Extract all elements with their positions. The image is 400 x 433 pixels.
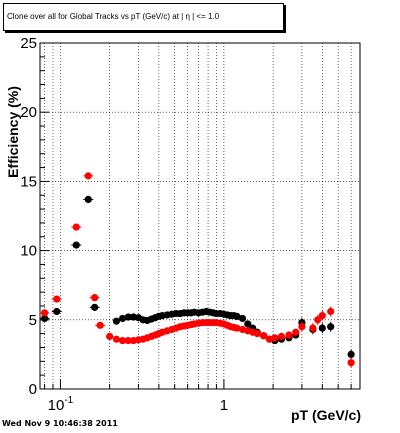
data-point: [233, 324, 241, 332]
data-point: [265, 335, 274, 343]
marker: [106, 332, 114, 341]
marker: [285, 331, 293, 339]
marker: [318, 324, 326, 332]
marker: [91, 294, 99, 302]
marker: [124, 313, 132, 321]
marker: [327, 323, 335, 331]
data-point: [112, 317, 121, 325]
data-point: [292, 328, 300, 336]
chart-title-box: Clone over all for Global Tracks vs pT (…: [3, 3, 284, 31]
marker: [118, 336, 127, 345]
marker: [244, 320, 252, 328]
data-point: [244, 320, 252, 328]
data-point: [277, 332, 286, 341]
x-axis-title: pT (GeV/c): [291, 407, 361, 423]
data-point: [318, 310, 326, 321]
y-tick-label: 20: [20, 104, 37, 121]
marker: [118, 314, 127, 323]
marker: [277, 332, 286, 341]
y-tick-label: 0: [29, 381, 37, 398]
data-point: [89, 294, 100, 302]
data-point: [89, 303, 100, 311]
data-point: [347, 357, 355, 368]
marker: [314, 316, 322, 324]
data-point: [285, 331, 293, 339]
data-point: [118, 314, 127, 323]
marker: [309, 324, 317, 332]
data-point: [327, 306, 335, 317]
marker: [91, 303, 99, 311]
marker: [327, 307, 335, 316]
data-point: [83, 195, 94, 203]
y-axis-title: Efficiency (%): [5, 86, 21, 178]
data-point: [327, 321, 335, 332]
y-tick-label: 15: [20, 173, 37, 190]
data-point: [298, 321, 306, 332]
marker: [271, 334, 279, 342]
data-point: [260, 332, 268, 340]
data-point: [51, 307, 62, 316]
marker: [72, 241, 80, 249]
data-point: [106, 332, 114, 341]
data-point: [39, 314, 50, 323]
data-point: [71, 223, 82, 231]
data-points: [39, 172, 355, 368]
data-point: [51, 295, 62, 303]
marker: [298, 323, 306, 331]
marker: [292, 328, 300, 336]
data-point: [39, 309, 50, 317]
marker: [253, 330, 261, 338]
marker: [238, 314, 247, 323]
marker: [84, 172, 92, 180]
y-tick-label: 10: [20, 243, 37, 260]
marker: [84, 195, 92, 203]
data-point: [95, 321, 106, 329]
axis-tick-labels: 0 5 10 15 20 25 10-1 1: [20, 35, 228, 414]
data-point: [83, 172, 94, 180]
y-tick-label: 5: [29, 312, 37, 329]
x-tick-label: 10-1: [48, 395, 74, 414]
data-point: [112, 335, 121, 343]
marker: [347, 359, 355, 367]
marker: [112, 335, 121, 343]
data-point: [309, 323, 317, 334]
marker: [265, 335, 274, 343]
data-point: [118, 336, 127, 345]
data-point: [233, 312, 241, 320]
data-point: [271, 334, 279, 342]
y-tick-label: 25: [20, 35, 37, 52]
marker: [72, 223, 80, 231]
data-point: [347, 349, 355, 360]
marker: [347, 350, 355, 358]
data-point: [238, 314, 247, 323]
marker: [233, 324, 241, 332]
marker: [53, 295, 61, 303]
data-point: [314, 314, 322, 325]
marker: [96, 321, 104, 329]
timestamp: Wed Nov 9 10:46:38 2011: [2, 419, 118, 428]
data-point: [71, 241, 82, 249]
marker: [112, 317, 121, 325]
axis-ticks: [40, 42, 352, 390]
plot-frame: [39, 42, 361, 390]
chart-title: Clone over all for Global Tracks vs pT (…: [7, 12, 220, 21]
marker: [124, 336, 132, 345]
data-point: [253, 330, 261, 338]
marker: [318, 312, 326, 320]
x-tick-label: 1: [220, 397, 228, 414]
marker: [40, 314, 49, 323]
marker: [40, 309, 49, 317]
marker: [233, 312, 241, 320]
marker: [260, 332, 268, 340]
data-point: [318, 323, 326, 334]
marker: [53, 307, 61, 316]
grid-lines: [40, 43, 360, 389]
